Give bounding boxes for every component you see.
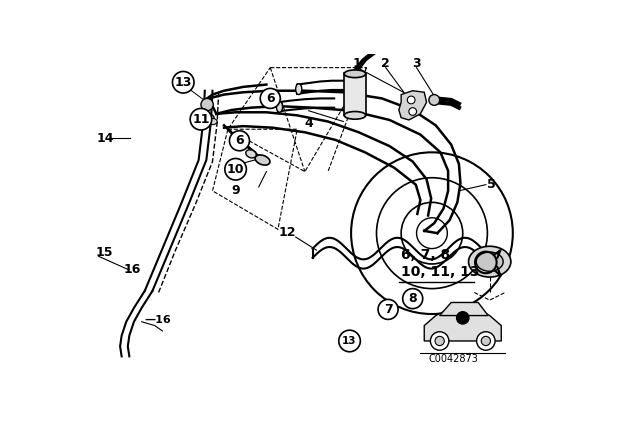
Ellipse shape [246,150,256,158]
Ellipse shape [200,114,214,121]
Circle shape [481,336,490,345]
Circle shape [378,299,398,319]
Text: 1: 1 [353,57,362,70]
Circle shape [230,131,250,151]
Ellipse shape [476,252,503,271]
Text: 9: 9 [231,184,240,197]
Ellipse shape [296,84,302,95]
Ellipse shape [344,112,365,119]
Text: 6: 6 [235,134,244,147]
Circle shape [477,332,495,350]
Text: 13: 13 [342,336,357,346]
Circle shape [339,330,360,352]
Text: 3: 3 [412,57,421,70]
Text: 4: 4 [305,116,314,129]
Ellipse shape [255,155,270,165]
Circle shape [435,336,444,345]
Text: C0042873: C0042873 [428,353,478,364]
Text: 6, 7, 8: 6, 7, 8 [401,248,451,262]
Text: 10: 10 [227,163,244,176]
Polygon shape [440,302,488,315]
Circle shape [172,72,194,93]
Circle shape [431,332,449,350]
Circle shape [201,99,213,111]
Circle shape [456,312,469,324]
Circle shape [429,95,440,105]
Ellipse shape [208,118,217,125]
Ellipse shape [468,246,511,277]
Circle shape [260,88,280,108]
Text: 16: 16 [124,263,141,276]
Circle shape [407,96,415,104]
Text: 8: 8 [408,292,417,305]
Circle shape [190,108,212,130]
Text: —16: —16 [145,315,172,325]
Circle shape [409,108,417,116]
Text: 11: 11 [192,113,210,126]
Circle shape [225,159,246,180]
Text: 14: 14 [97,132,115,145]
Text: 10, 11, 13: 10, 11, 13 [401,265,479,279]
Text: 2: 2 [381,57,390,70]
Text: 15: 15 [95,246,113,259]
Text: 6: 6 [266,92,275,105]
Text: 7: 7 [384,303,392,316]
Text: 13: 13 [175,76,192,89]
Polygon shape [399,91,427,120]
Text: 5: 5 [488,178,496,191]
Bar [344,73,365,116]
Ellipse shape [276,102,283,112]
Ellipse shape [344,70,365,78]
Polygon shape [424,308,501,341]
Text: 12: 12 [278,226,296,239]
Circle shape [403,289,422,309]
